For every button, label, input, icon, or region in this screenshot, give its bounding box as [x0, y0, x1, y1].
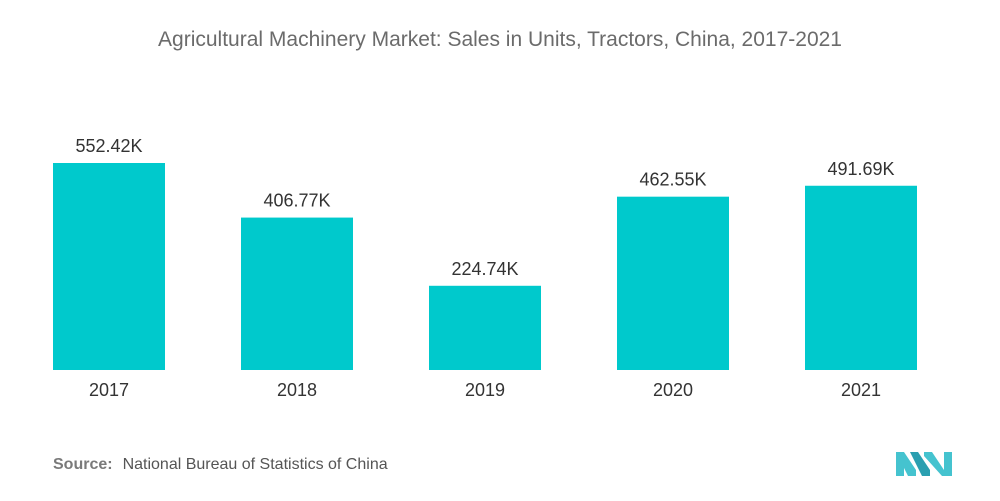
x-tick-label-2017: 2017: [89, 380, 129, 400]
bar-2019: [429, 285, 541, 370]
bar-2021: [805, 185, 917, 370]
value-label-2019: 224.74K: [451, 259, 518, 279]
source-label: Source:: [53, 456, 113, 473]
value-label-2017: 552.42K: [75, 136, 142, 156]
x-tick-label-2018: 2018: [277, 380, 317, 400]
x-tick-label-2019: 2019: [465, 380, 505, 400]
x-tick-label-2020: 2020: [653, 380, 693, 400]
mordor-intelligence-logo: [896, 452, 952, 476]
x-tick-label-2021: 2021: [841, 380, 881, 400]
value-label-2020: 462.55K: [639, 170, 706, 190]
bar-2020: [617, 196, 729, 370]
bar-2018: [241, 217, 353, 370]
source-text: National Bureau of Statistics of China: [122, 456, 388, 473]
value-label-2018: 406.77K: [263, 191, 330, 211]
value-label-2021: 491.69K: [827, 159, 894, 179]
chart-title: Agricultural Machinery Market: Sales in …: [158, 28, 842, 51]
source-note: Source: National Bureau of Statistics of …: [53, 456, 388, 474]
bar-2017: [53, 163, 165, 370]
